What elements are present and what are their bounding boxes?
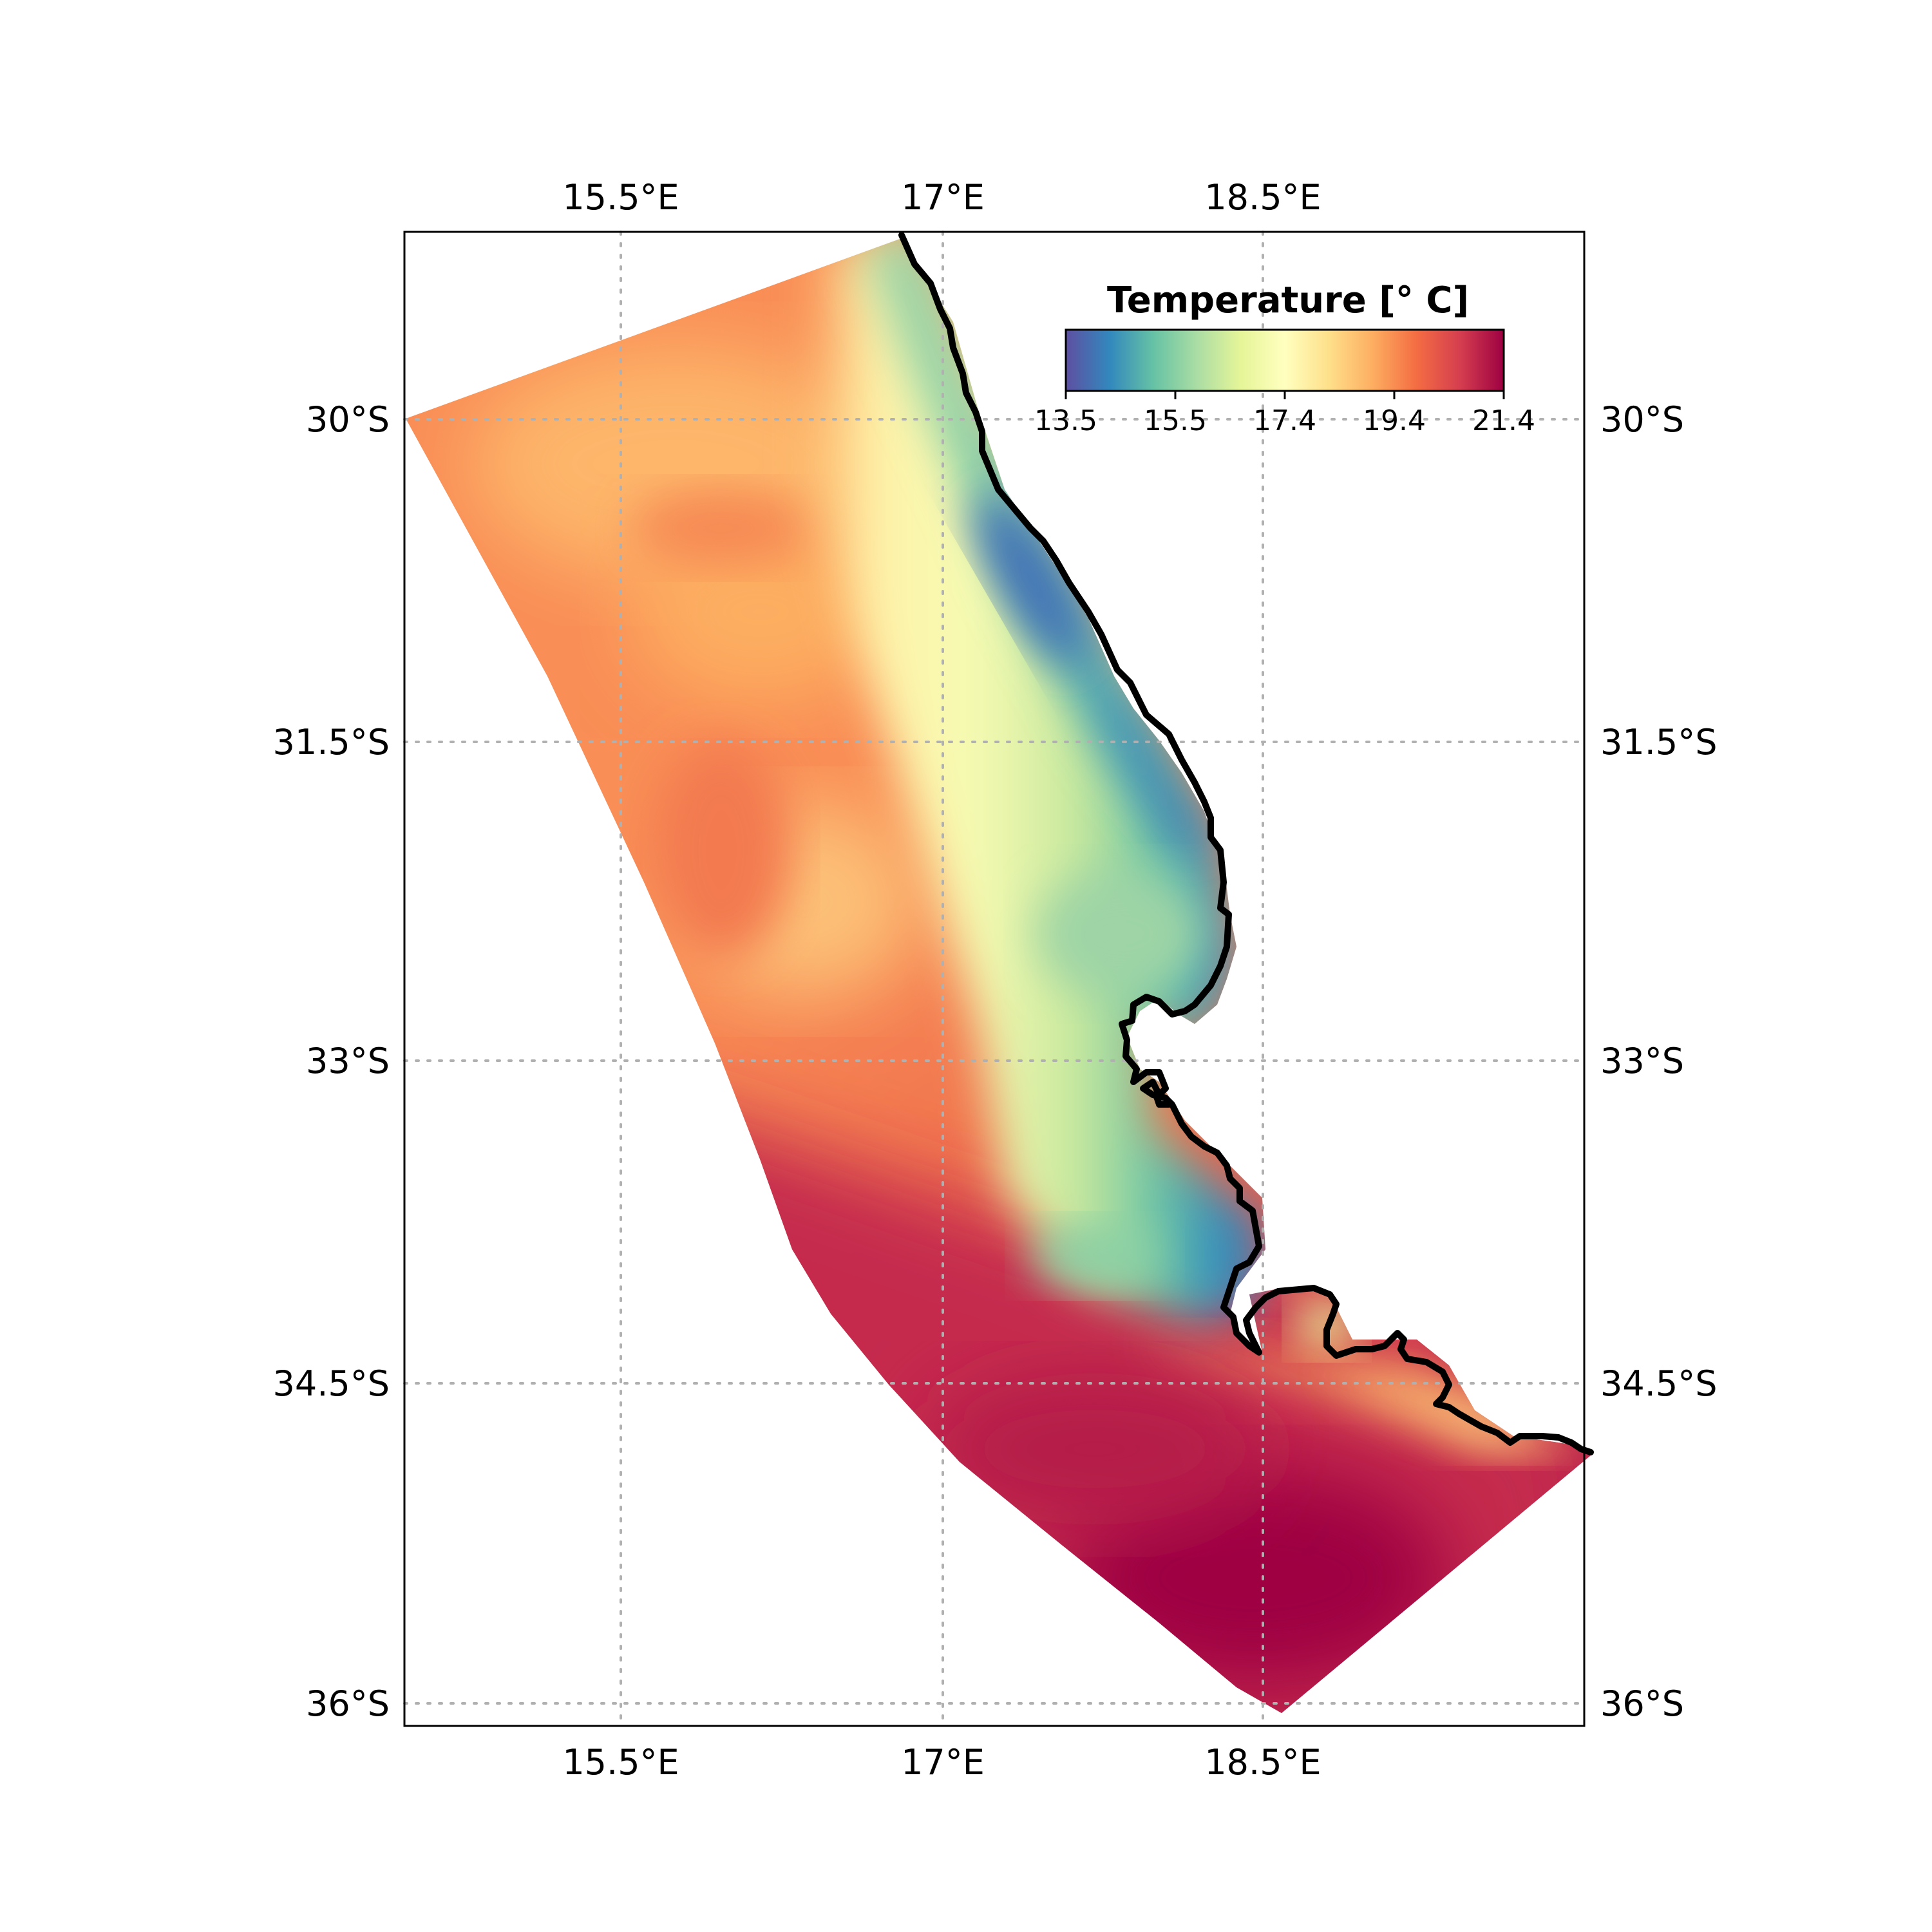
lat-label-right-33: 33°S <box>1600 1041 1684 1081</box>
lat-label-right-31.5: 31.5°S <box>1600 722 1718 762</box>
coastline-island <box>1153 1092 1172 1108</box>
lat-label-left-31.5: 31.5°S <box>272 722 390 762</box>
colorbar: Temperature [° C] 13.5 15.5 17.4 19.4 21… <box>1034 279 1535 437</box>
colorbar-tick-label-2: 17.4 <box>1253 404 1316 437</box>
colorbar-tick-label-3: 19.4 <box>1363 404 1426 437</box>
lat-labels-right: 30°S 31.5°S 33°S 34.5°S 36°S <box>1600 399 1718 1724</box>
lat-label-right-30: 30°S <box>1600 399 1684 440</box>
lat-label-left-34.5: 34.5°S <box>272 1363 390 1404</box>
map-frame <box>403 231 1586 1727</box>
lon-labels-top: 15.5°E 17°E 18.5°E <box>562 177 1321 218</box>
lat-labels-left: 30°S 31.5°S 33°S 34.5°S 36°S <box>272 399 390 1724</box>
colorbar-tick-label-4: 21.4 <box>1472 404 1535 437</box>
lon-label-bottom-18.5: 18.5°E <box>1204 1742 1321 1783</box>
lon-label-top-18.5: 18.5°E <box>1204 177 1321 218</box>
lat-label-left-33: 33°S <box>306 1041 390 1081</box>
lat-label-right-36: 36°S <box>1600 1683 1684 1724</box>
colorbar-title: Temperature [° C] <box>1107 279 1469 321</box>
lon-label-top-17: 17°E <box>901 177 985 218</box>
colorbar-ticks <box>1065 391 1505 399</box>
lat-label-left-36: 36°S <box>306 1683 390 1724</box>
temperature-field <box>406 238 1591 1713</box>
colorbar-tick-label-0: 13.5 <box>1034 404 1097 437</box>
colorbar-gradient <box>1065 328 1505 392</box>
colorbar-tick-label-1: 15.5 <box>1144 404 1207 437</box>
gridlines <box>403 231 1586 1727</box>
lat-label-right-34.5: 34.5°S <box>1600 1363 1718 1404</box>
lon-label-bottom-17: 17°E <box>901 1742 985 1783</box>
lon-label-top-15.5: 15.5°E <box>562 177 679 218</box>
lon-labels-bottom: 15.5°E 17°E 18.5°E <box>562 1742 1321 1783</box>
lon-label-bottom-15.5: 15.5°E <box>562 1742 679 1783</box>
lat-label-left-30: 30°S <box>306 399 390 440</box>
